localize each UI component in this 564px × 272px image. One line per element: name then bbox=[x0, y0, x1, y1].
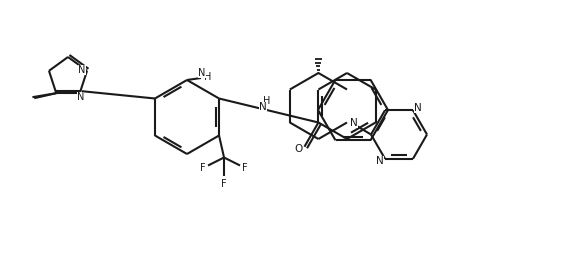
Text: N: N bbox=[259, 101, 267, 112]
Text: N: N bbox=[414, 103, 422, 113]
Text: F: F bbox=[242, 162, 248, 172]
Text: N: N bbox=[78, 65, 86, 75]
Text: O: O bbox=[294, 144, 302, 154]
Text: N: N bbox=[199, 68, 206, 78]
Text: F: F bbox=[200, 162, 206, 172]
Text: N: N bbox=[376, 156, 384, 166]
Text: H: H bbox=[263, 97, 270, 107]
Text: N: N bbox=[350, 118, 358, 128]
Text: H: H bbox=[204, 72, 212, 82]
Text: F: F bbox=[221, 178, 227, 188]
Text: N: N bbox=[77, 92, 85, 102]
